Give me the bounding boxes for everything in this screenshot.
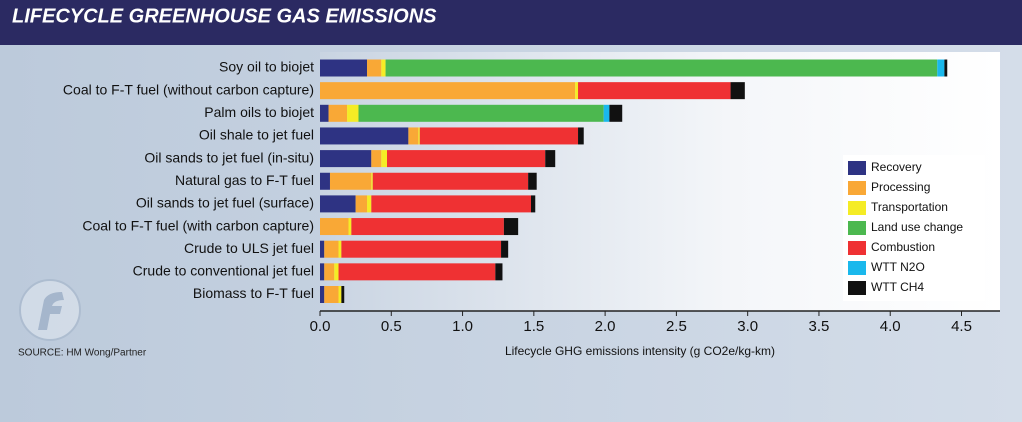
bar-segment [419, 127, 579, 145]
bar-segment [320, 218, 349, 236]
x-axis-title: Lifecycle GHG emissions intensity (g CO2… [505, 344, 775, 358]
bar-segment [320, 286, 325, 303]
bar-segment [338, 263, 496, 281]
bar-segment [324, 286, 339, 303]
bar-segment [320, 59, 368, 77]
x-tick-label: 4.0 [880, 318, 901, 335]
x-tick-label: 0.5 [381, 318, 402, 335]
bar-segment [371, 150, 382, 168]
bar-segment [341, 286, 345, 303]
bar-segment [372, 172, 529, 190]
legend-label: Land use change [871, 220, 963, 234]
bar-segment [495, 263, 503, 281]
bar-segment [578, 82, 731, 100]
x-tick-label: 2.0 [595, 318, 616, 335]
legend-swatch [848, 221, 866, 235]
bar-segment [603, 104, 610, 122]
y-tick-label: Palm oils to biojet [204, 104, 314, 120]
legend-swatch [848, 161, 866, 175]
bar-segment [355, 195, 368, 213]
bar-segment [320, 240, 325, 258]
bar-segment [609, 104, 623, 122]
bar-segment [320, 82, 576, 100]
bar-segment [324, 240, 339, 258]
bar-segment [381, 59, 386, 77]
legend-swatch [848, 241, 866, 255]
bar-segment [329, 172, 372, 190]
bar-segment [530, 195, 536, 213]
legend-label: WTT CH4 [871, 280, 924, 294]
bar-segment [320, 127, 409, 145]
y-tick-label: Biomass to F-T fuel [193, 285, 314, 301]
y-tick-label: Natural gas to F-T fuel [175, 172, 314, 188]
bar-segment [367, 195, 372, 213]
bar-segment [320, 150, 372, 168]
legend-swatch [848, 181, 866, 195]
bar-segment [338, 240, 342, 258]
bar-segment [381, 150, 388, 168]
bar-segment [351, 218, 504, 236]
y-tick-label: Oil sands to jet fuel (in-situ) [144, 149, 314, 165]
legend-swatch [848, 261, 866, 275]
bar-segment [730, 82, 745, 100]
bar-segment [501, 240, 509, 258]
y-tick-label: Oil sands to jet fuel (surface) [136, 195, 314, 211]
bar-segment [418, 127, 420, 145]
bar-segment [320, 195, 356, 213]
x-tick-label: 1.0 [452, 318, 473, 335]
bar-segment [358, 104, 604, 122]
x-tick-label: 2.5 [666, 318, 687, 335]
bar-segment [338, 286, 342, 303]
bar-segment [575, 82, 579, 100]
bar-segment [320, 104, 329, 122]
x-tick-label: 3.5 [809, 318, 830, 335]
legend-label: WTT N2O [871, 260, 925, 274]
bar-segment [387, 150, 546, 168]
legend-label: Combustion [871, 240, 935, 254]
y-tick-label: Coal to F-T fuel (with carbon capture) [82, 217, 314, 233]
bar-segment [348, 218, 352, 236]
x-tick-label: 4.5 [951, 318, 972, 335]
bar-segment [324, 263, 335, 281]
bar-segment [341, 240, 502, 258]
y-tick-label: Oil shale to jet fuel [199, 127, 314, 143]
legend-box [843, 155, 985, 301]
legend-label: Transportation [871, 200, 948, 214]
header-band [0, 0, 1022, 45]
source-note: SOURCE: HM Wong/Partner [18, 348, 147, 359]
bar-segment [385, 59, 938, 77]
bar-segment [408, 127, 419, 145]
bar-segment [944, 59, 948, 77]
bar-segment [328, 104, 348, 122]
logo [19, 279, 81, 341]
bar-segment [528, 172, 537, 190]
y-tick-label: Crude to ULS jet fuel [184, 240, 314, 256]
y-tick-label: Soy oil to biojet [219, 59, 314, 75]
y-tick-label: Coal to F-T fuel (without carbon capture… [63, 81, 314, 97]
chart-title: LIFECYCLE GREENHOUSE GAS EMISSIONS [12, 5, 437, 27]
bar-segment [371, 195, 531, 213]
x-tick-label: 3.0 [737, 318, 758, 335]
bar-segment [320, 172, 330, 190]
legend-label: Recovery [871, 160, 922, 174]
bar-segment [503, 218, 519, 236]
bar-segment [320, 263, 325, 281]
bar-segment [334, 263, 339, 281]
bar-segment [545, 150, 556, 168]
bar-segment [371, 172, 373, 190]
legend-swatch [848, 281, 866, 295]
bar-segment [347, 104, 359, 122]
bar-segment [937, 59, 945, 77]
bar-segment [578, 127, 584, 145]
legend-label: Processing [871, 180, 930, 194]
y-tick-label: Crude to conventional jet fuel [133, 263, 314, 279]
x-tick-label: 1.5 [523, 318, 544, 335]
legend-swatch [848, 201, 866, 215]
x-tick-label: 0.0 [310, 318, 331, 335]
bar-segment [367, 59, 382, 77]
